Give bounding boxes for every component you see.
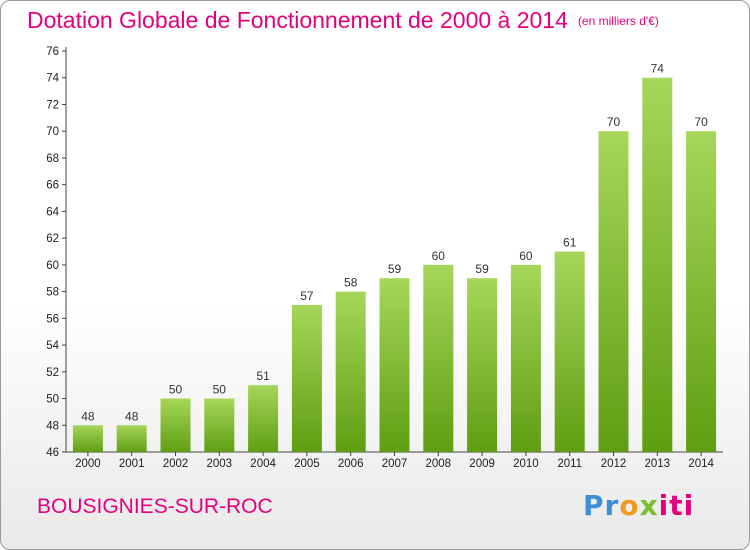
proxiti-logo: Proxiti xyxy=(583,489,695,522)
y-tick-label: 66 xyxy=(46,180,59,192)
chart-title: Dotation Globale de Fonctionnement de 20… xyxy=(27,7,659,33)
bar-2013 xyxy=(642,77,673,452)
y-tick-label: 54 xyxy=(46,340,59,352)
data-label-2009: 59 xyxy=(475,262,489,276)
bar-2000 xyxy=(72,425,103,452)
y-tick-label: 50 xyxy=(46,394,59,406)
data-label-2005: 57 xyxy=(300,289,314,303)
x-tick-label-2003: 2003 xyxy=(207,458,233,470)
chart-unit: (en milliers d'€) xyxy=(577,14,659,28)
data-label-2007: 59 xyxy=(388,262,402,276)
x-tick-label-2001: 2001 xyxy=(119,458,145,470)
y-tick-label: 72 xyxy=(46,99,59,111)
x-tick-label-2012: 2012 xyxy=(601,458,627,470)
data-label-2013: 74 xyxy=(651,62,665,76)
x-tick-label-2005: 2005 xyxy=(294,458,320,470)
bar-2001 xyxy=(116,425,147,452)
y-tick-label: 46 xyxy=(46,447,59,459)
bar-2014 xyxy=(686,131,717,452)
x-tick-label-2000: 2000 xyxy=(75,458,101,470)
y-tick-label: 64 xyxy=(46,206,59,218)
bar-2012 xyxy=(598,131,629,452)
data-label-2003: 50 xyxy=(213,383,227,397)
x-tick-label-2004: 2004 xyxy=(250,458,276,470)
data-label-2012: 70 xyxy=(607,115,621,129)
bar-2008 xyxy=(423,264,454,452)
bar-2007 xyxy=(379,278,410,452)
y-tick-label: 48 xyxy=(46,420,59,432)
y-tick-label: 70 xyxy=(46,126,59,138)
bar-2004 xyxy=(248,385,279,452)
data-label-2002: 50 xyxy=(169,383,183,397)
data-label-2004: 51 xyxy=(256,369,270,383)
data-label-2001: 48 xyxy=(125,409,139,423)
town-name: BOUSIGNIES-SUR-ROC xyxy=(37,495,273,518)
bar-2010 xyxy=(510,264,541,452)
x-tick-label-2008: 2008 xyxy=(426,458,452,470)
y-tick-label: 60 xyxy=(46,260,59,272)
data-label-2000: 48 xyxy=(81,409,95,423)
bar-2002 xyxy=(160,398,191,452)
bar-2003 xyxy=(204,398,235,452)
y-tick-label: 74 xyxy=(46,73,59,85)
y-tick-label: 68 xyxy=(46,153,59,165)
data-label-2011: 61 xyxy=(563,236,577,250)
x-tick-label-2007: 2007 xyxy=(382,458,408,470)
data-label-2014: 70 xyxy=(694,115,708,129)
bar-2011 xyxy=(554,251,585,452)
x-tick-label-2006: 2006 xyxy=(338,458,364,470)
x-tick-label-2010: 2010 xyxy=(513,458,539,470)
y-tick-label: 58 xyxy=(46,287,59,299)
x-tick-label-2014: 2014 xyxy=(688,458,714,470)
bar-2006 xyxy=(335,291,366,452)
bar-2009 xyxy=(467,278,498,452)
y-tick-label: 62 xyxy=(46,233,59,245)
y-tick-label: 56 xyxy=(46,313,59,325)
y-tick-label: 52 xyxy=(46,367,59,379)
bar-2005 xyxy=(291,304,322,452)
data-label-2006: 58 xyxy=(344,276,358,290)
x-tick-label-2011: 2011 xyxy=(557,458,582,470)
y-tick-label: 76 xyxy=(46,46,59,58)
data-label-2010: 60 xyxy=(519,249,533,263)
x-tick-label-2009: 2009 xyxy=(469,458,495,470)
data-label-2008: 60 xyxy=(432,249,446,263)
x-tick-label-2002: 2002 xyxy=(163,458,189,470)
x-tick-label-2013: 2013 xyxy=(645,458,671,470)
